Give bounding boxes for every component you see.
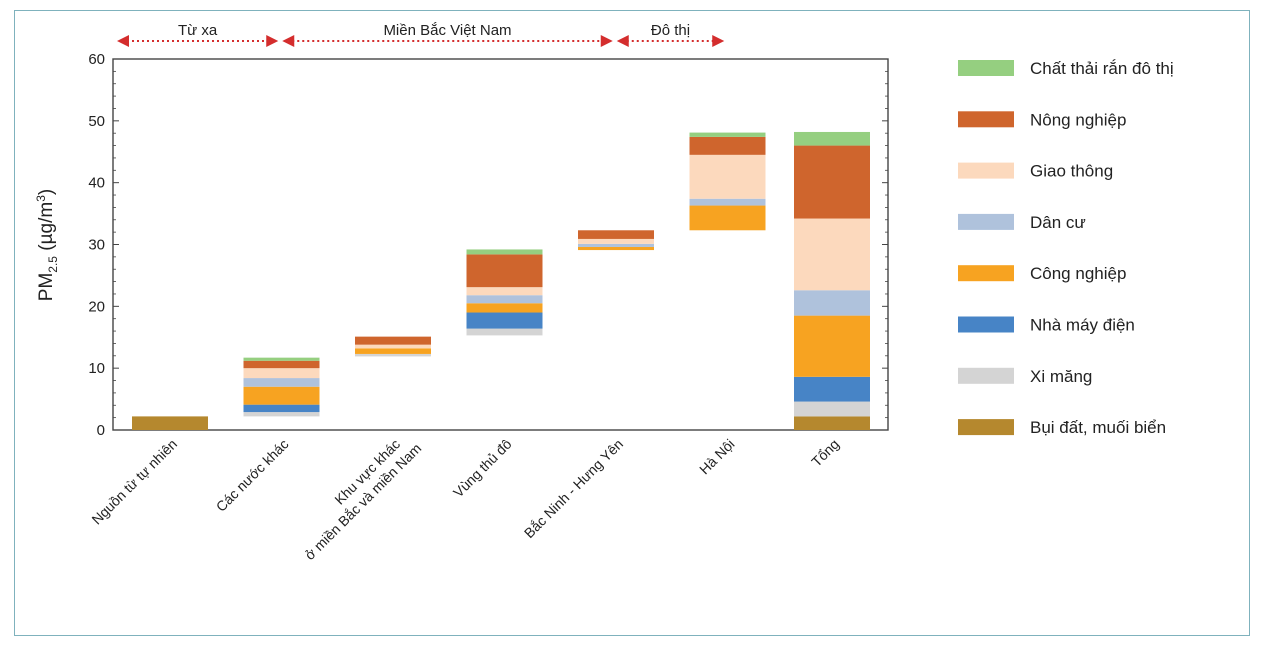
group-label-1: Miền Bắc Việt Nam bbox=[383, 22, 511, 39]
bar-3-power-plant bbox=[466, 312, 543, 329]
bar-1-power-plant bbox=[243, 404, 320, 413]
legend-swatch-cement bbox=[958, 367, 1014, 384]
y-tick-label-20: 20 bbox=[88, 298, 105, 315]
bar-6-transport bbox=[794, 218, 870, 291]
figure-frame bbox=[14, 10, 1250, 636]
bar-5-transport bbox=[689, 154, 766, 199]
category-label-5: Hà Nội bbox=[696, 436, 738, 478]
group-arrow-right-0 bbox=[266, 35, 279, 47]
legend-label-solid-waste: Chất thải rắn đô thị bbox=[1030, 59, 1174, 78]
y-tick-label-0: 0 bbox=[97, 422, 105, 439]
legend-label-residential: Dân cư bbox=[1030, 213, 1086, 232]
bar-4-transport bbox=[578, 238, 654, 244]
bar-0-dust-sea-salt bbox=[132, 416, 208, 430]
legend-swatch-transport bbox=[958, 162, 1014, 179]
bar-1-solid-waste bbox=[243, 357, 320, 361]
bar-3-solid-waste bbox=[466, 249, 543, 255]
bar-2-transport bbox=[355, 344, 431, 349]
group-arrow-right-1 bbox=[600, 35, 613, 47]
bar-2-agriculture bbox=[355, 336, 431, 345]
category-label-0: Nguồn từ tự nhiên bbox=[88, 436, 180, 528]
bar-1-industry bbox=[243, 386, 320, 405]
legend-swatch-power-plant bbox=[958, 316, 1014, 333]
y-tick-label-50: 50 bbox=[88, 113, 105, 130]
group-label-2: Đô thị bbox=[651, 22, 690, 39]
bar-6-dust-sea-salt bbox=[794, 416, 870, 430]
legend-swatch-industry bbox=[958, 265, 1014, 282]
bar-1-residential bbox=[243, 378, 320, 387]
bar-2-cement bbox=[355, 353, 431, 357]
legend-label-transport: Giao thông bbox=[1030, 162, 1113, 181]
bar-6-power-plant bbox=[794, 376, 870, 402]
y-tick-label-60: 60 bbox=[88, 51, 105, 68]
legend-swatch-dust-sea-salt bbox=[958, 419, 1014, 436]
bar-4-industry bbox=[578, 246, 654, 251]
group-label-0: Từ xa bbox=[178, 22, 218, 39]
bar-3-industry bbox=[466, 303, 543, 313]
legend-label-cement: Xi măng bbox=[1030, 367, 1092, 386]
legend-label-dust-sea-salt: Bụi đất, muối biển bbox=[1030, 418, 1166, 437]
bar-5-industry bbox=[689, 205, 766, 231]
bar-5-residential bbox=[689, 198, 766, 206]
y-tick-label-40: 40 bbox=[88, 175, 105, 192]
bar-5-solid-waste bbox=[689, 132, 766, 137]
y-tick-label-10: 10 bbox=[88, 360, 105, 377]
legend-label-industry: Công nghiệp bbox=[1030, 264, 1126, 283]
bar-3-residential bbox=[466, 295, 543, 304]
y-axis-label: PM2.5 (µg/m3) bbox=[34, 189, 60, 301]
bar-5-agriculture bbox=[689, 136, 766, 155]
bar-3-cement bbox=[466, 328, 543, 336]
legend-label-power-plant: Nhà máy điện bbox=[1030, 316, 1135, 335]
bar-1-agriculture bbox=[243, 360, 320, 369]
bar-6-residential bbox=[794, 290, 870, 316]
category-label-6: Tổng bbox=[808, 436, 842, 470]
category-label-3: Vùng thủ đô bbox=[450, 436, 515, 501]
bar-4-residential bbox=[578, 243, 654, 247]
category-label-4: Bắc Ninh - Hưng Yên bbox=[521, 436, 626, 541]
y-tick-label-30: 30 bbox=[88, 237, 105, 254]
bar-3-agriculture bbox=[466, 254, 543, 288]
category-label-2: Khu vực khácở miền Bắc và miền Nam bbox=[289, 427, 425, 563]
bar-6-solid-waste bbox=[794, 131, 870, 146]
bar-1-cement bbox=[243, 412, 320, 417]
legend-swatch-solid-waste bbox=[958, 60, 1014, 76]
bar-6-cement bbox=[794, 401, 870, 417]
legend-swatch-agriculture bbox=[958, 111, 1014, 128]
category-label-1: Các nước khác bbox=[213, 436, 292, 515]
bar-6-agriculture bbox=[794, 145, 870, 219]
group-arrow-left-2 bbox=[616, 35, 629, 47]
legend-swatch-residential bbox=[958, 213, 1014, 230]
bar-3-transport bbox=[466, 287, 543, 296]
bar-2-industry bbox=[355, 348, 431, 354]
legend-label-agriculture: Nông nghiệp bbox=[1030, 110, 1126, 129]
group-arrow-left-0 bbox=[117, 35, 129, 47]
group-arrow-right-2 bbox=[712, 35, 725, 47]
plot-area bbox=[112, 58, 889, 431]
group-arrow-left-1 bbox=[282, 35, 295, 47]
bar-4-agriculture bbox=[578, 230, 654, 239]
bar-1-transport bbox=[243, 368, 320, 379]
bar-6-industry bbox=[794, 315, 870, 377]
